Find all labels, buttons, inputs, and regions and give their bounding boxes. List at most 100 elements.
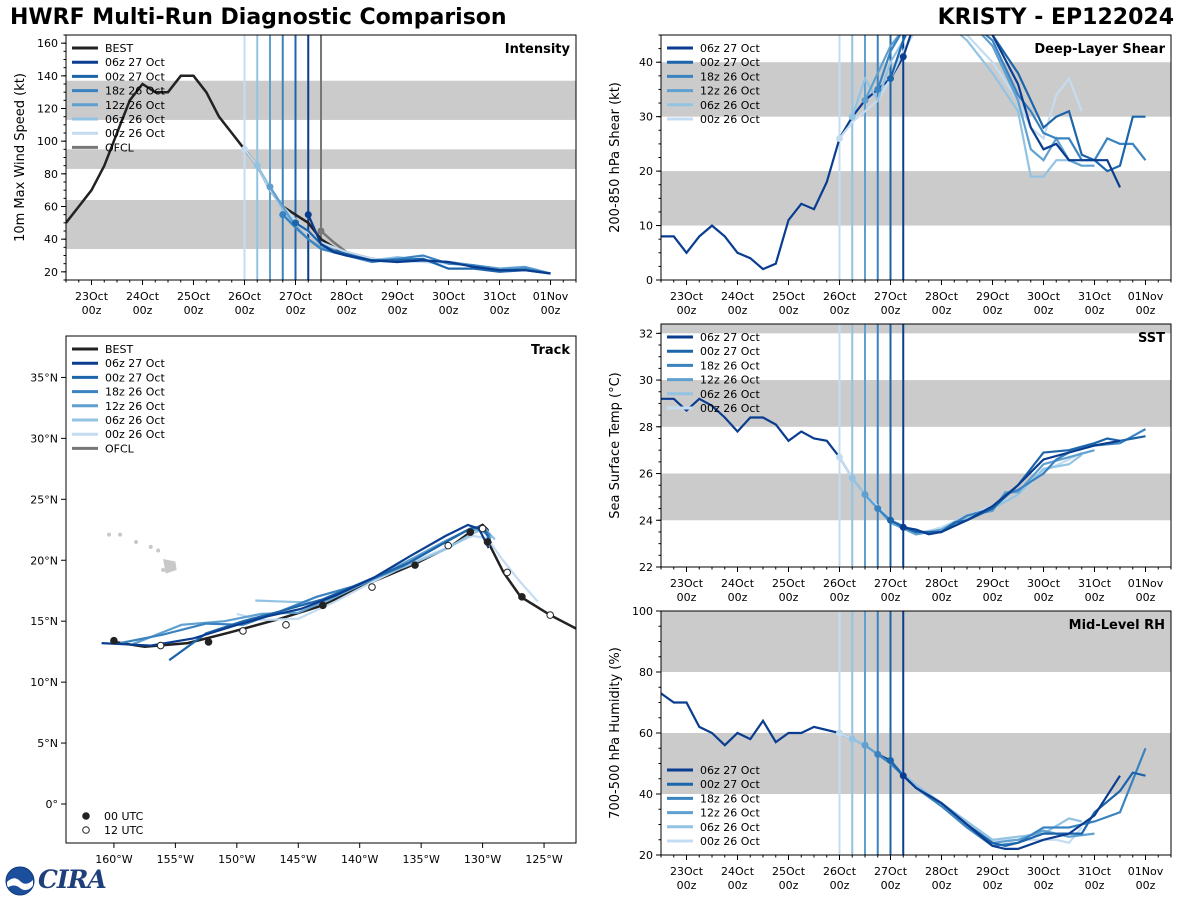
x-tick-label: 00z [881, 591, 901, 604]
x-tick-label: 27Oct [874, 290, 908, 303]
x-tick-label: 00z [1136, 304, 1156, 317]
x-tick-label: 00z [490, 304, 510, 317]
plot-area-track [101, 523, 576, 662]
x-tick-label: 25Oct [177, 290, 211, 303]
x-tick-label: 160°W [95, 853, 132, 866]
x-tick-label: 00z [1085, 879, 1105, 892]
x-tick-label: 00z [983, 304, 1003, 317]
legend-label-rh: 18z 26 Oct [700, 792, 760, 805]
x-tick-label: 00z [983, 879, 1003, 892]
y-tick-label: 80 [639, 666, 653, 679]
x-tick-label: 135°W [402, 853, 439, 866]
y-tick-label: 10°N [30, 676, 58, 689]
run-series-line [903, 439, 1121, 536]
x-tick-label: 24Oct [721, 865, 755, 878]
best-track-line [66, 74, 373, 262]
y-tick-label: 10 [639, 220, 653, 233]
y-tick-label: 15°N [30, 615, 58, 628]
y-tick-label: 0° [46, 798, 59, 811]
y-tick-label: 32 [639, 327, 653, 340]
x-tick-label: 23Oct [670, 865, 704, 878]
track-position-marker [444, 541, 452, 550]
x-tick-label: 31Oct [1078, 577, 1112, 590]
x-tick-label: 30Oct [1027, 290, 1061, 303]
x-tick-label: 24Oct [126, 290, 160, 303]
legend-label-shear: 18z 26 Oct [700, 70, 760, 83]
x-tick-label: 00z [286, 304, 306, 317]
run-track-line [236, 534, 539, 622]
run-series-line [876, 35, 1147, 162]
x-tick-label: 140°W [341, 853, 378, 866]
x-tick-label: 24Oct [721, 577, 755, 590]
panel-shear: 01020304023Oct00z24Oct00z25Oct00z26Oct00… [608, 34, 1172, 317]
x-tick-label: 00z [932, 879, 952, 892]
x-tick-label: 25Oct [772, 865, 806, 878]
x-tick-label: 28Oct [925, 865, 959, 878]
legend-label-track: 18z 26 Oct [105, 386, 165, 399]
run-series-line [864, 35, 1095, 167]
legend-label-intensity: 06z 27 Oct [105, 56, 165, 69]
marker-legend-label: 12 UTC [104, 824, 144, 837]
track-position-marker [110, 636, 118, 645]
y-tick-label: 100 [632, 605, 653, 618]
panel-intensity: 2040608010012014016023Oct00z24Oct00z25Oc… [13, 34, 577, 317]
legend-label-track: 12z 26 Oct [105, 400, 165, 413]
x-tick-label: 00z [830, 304, 850, 317]
x-tick-label: 00z [1034, 304, 1054, 317]
legend-label-intensity: 00z 27 Oct [105, 70, 165, 83]
x-tick-label: 01Nov [1128, 577, 1164, 590]
legend-label-sst: 12z 26 Oct [700, 374, 760, 387]
x-tick-label: 00z [779, 879, 799, 892]
island-shape [163, 559, 177, 574]
x-tick-label: 00z [388, 304, 408, 317]
best-track-line [113, 523, 576, 649]
run-start-marker [899, 523, 907, 531]
marker-legend-label: 00 UTC [104, 810, 144, 823]
run-series-line [902, 774, 1121, 851]
legend-label-shear: 06z 27 Oct [700, 42, 760, 55]
x-tick-label: 00z [881, 879, 901, 892]
x-tick-label: 00z [1136, 591, 1156, 604]
x-tick-label: 00z [728, 304, 748, 317]
x-tick-label: 00z [133, 304, 153, 317]
plot-area-sst [661, 324, 1171, 567]
panel-title: Track [531, 343, 570, 358]
run-start-marker [304, 211, 312, 219]
track-position-marker [368, 583, 376, 591]
legend-label-intensity: 00z 26 Oct [105, 127, 165, 140]
legend-label-shear: 00z 26 Oct [700, 113, 760, 126]
x-tick-label: 150°W [218, 853, 255, 866]
run-start-marker [836, 134, 843, 142]
run-start-marker [848, 735, 856, 743]
x-tick-label: 27Oct [279, 290, 313, 303]
x-tick-label: 01Nov [1128, 290, 1164, 303]
x-tick-label: 00z [983, 591, 1003, 604]
y-axis-label: 10m Max Wind Speed (kt) [13, 73, 28, 242]
y-tick-label: 25°N [30, 493, 58, 506]
x-tick-label: 23Oct [670, 577, 704, 590]
marker-legend-swatch [82, 812, 90, 820]
panel-title: Intensity [505, 42, 571, 57]
legend-label-shear: 12z 26 Oct [700, 85, 760, 98]
panel-sst: 22242628303223Oct00z24Oct00z25Oct00z26Oc… [608, 323, 1172, 604]
x-tick-label: 125°W [525, 853, 562, 866]
x-tick-label: 00z [184, 304, 204, 317]
run-start-marker [848, 113, 856, 121]
run-series-line [307, 214, 551, 275]
run-start-marker [887, 75, 894, 83]
run-start-marker [899, 772, 907, 780]
run-start-marker [887, 516, 894, 524]
legend-label-sst: 18z 26 Oct [700, 359, 760, 372]
x-tick-label: 26Oct [228, 290, 262, 303]
y-tick-label: 80 [44, 168, 58, 181]
threshold-band [661, 324, 1171, 334]
legend-label-track: OFCL [105, 442, 135, 455]
run-series-line [838, 35, 1083, 141]
y-tick-label: 40 [639, 788, 653, 801]
y-tick-label: 40 [44, 233, 58, 246]
x-tick-label: 00z [1136, 879, 1156, 892]
threshold-band [661, 380, 1171, 427]
track-position-marker [483, 538, 492, 546]
marker-legend-swatch [82, 826, 90, 834]
run-start-marker [861, 96, 869, 104]
